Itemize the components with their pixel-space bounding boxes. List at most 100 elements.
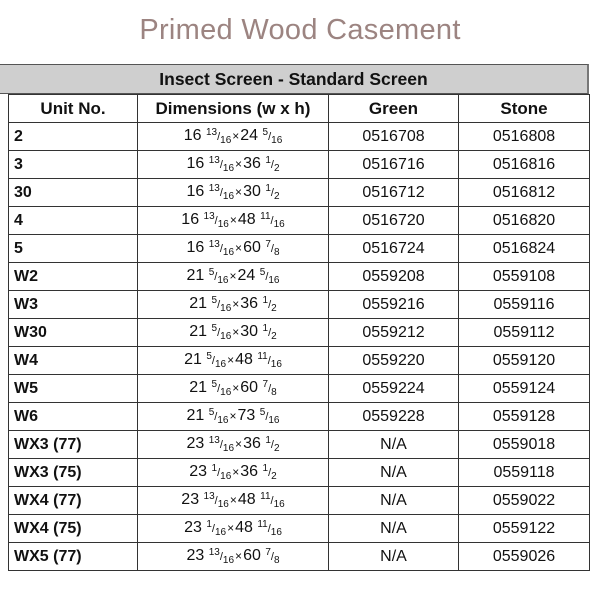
height-fraction: 7/8 — [262, 379, 277, 398]
table-row: W5 21 5/16×60 7/8 0559224 0559124 — [8, 374, 590, 403]
header-dimensions: Dimensions (w x h) — [137, 94, 329, 123]
cell-stone: 0559108 — [458, 262, 590, 291]
cell-dimensions: 16 13/16×24 5/16 — [137, 122, 329, 151]
height-fraction: 7/8 — [265, 239, 280, 258]
cell-unit-no: 2 — [8, 122, 138, 151]
cell-green: 0559212 — [328, 318, 459, 347]
times-sign: × — [232, 465, 240, 479]
cell-dimensions: 21 5/16×24 5/16 — [137, 262, 329, 291]
height-whole: 36 — [240, 463, 259, 480]
cell-dimensions: 23 1/16×36 1/2 — [137, 458, 329, 487]
times-sign: × — [235, 549, 243, 563]
cell-unit-no: W3 — [8, 290, 138, 319]
height-whole: 73 — [237, 407, 256, 424]
cell-stone: 0559026 — [458, 542, 590, 571]
width-whole: 23 — [184, 519, 202, 536]
width-whole: 21 — [189, 323, 208, 340]
cell-dimensions: 16 13/16×48 11/16 — [137, 206, 329, 235]
width-whole: 23 — [186, 435, 205, 452]
cell-green: 0559216 — [328, 290, 459, 319]
table-row: WX4 (75) 23 1/16×48 11/16 N/A 0559122 — [8, 514, 590, 543]
width-fraction: 13/16 — [208, 239, 235, 258]
height-whole: 60 — [240, 379, 259, 396]
cell-green: N/A — [328, 458, 459, 487]
cell-green: N/A — [328, 542, 459, 571]
times-sign: × — [235, 437, 243, 451]
height-whole: 24 — [240, 127, 259, 144]
cell-green: 0516724 — [328, 234, 459, 263]
cell-unit-no: W6 — [8, 402, 138, 431]
cell-dimensions: 16 13/16×60 7/8 — [137, 234, 329, 263]
cell-green: 0516708 — [328, 122, 459, 151]
times-sign: × — [227, 353, 235, 367]
height-whole: 24 — [237, 267, 256, 284]
cell-dimensions: 21 5/16×60 7/8 — [137, 374, 329, 403]
cell-green: 0559228 — [328, 402, 459, 431]
height-fraction: 11/16 — [260, 211, 285, 230]
table-row: W6 21 5/16×73 5/16 0559228 0559128 — [8, 402, 590, 431]
cell-unit-no: WX3 (75) — [8, 458, 138, 487]
cell-stone: 0559018 — [458, 430, 590, 459]
height-fraction: 11/16 — [257, 351, 282, 370]
cell-stone: 0559120 — [458, 346, 590, 375]
height-whole: 36 — [243, 155, 261, 172]
height-fraction: 5/16 — [259, 267, 280, 286]
cell-unit-no: W4 — [8, 346, 138, 375]
height-whole: 36 — [243, 435, 261, 452]
height-whole: 48 — [235, 351, 253, 368]
width-whole: 21 — [186, 407, 205, 424]
table-row: WX4 (77) 23 13/16×48 11/16 N/A 0559022 — [8, 486, 590, 515]
width-fraction: 13/16 — [208, 547, 235, 566]
height-fraction: 1/2 — [262, 463, 277, 482]
header-green: Green — [328, 94, 459, 123]
table-row: 4 16 13/16×48 11/16 0516720 0516820 — [8, 206, 590, 235]
cell-stone: 0516808 — [458, 122, 590, 151]
times-sign: × — [235, 157, 243, 171]
width-fraction: 5/16 — [208, 267, 229, 286]
width-fraction: 5/16 — [211, 379, 232, 398]
width-fraction: 13/16 — [203, 491, 229, 510]
cell-stone: 0559128 — [458, 402, 590, 431]
cell-stone: 0516820 — [458, 206, 590, 235]
width-whole: 16 — [186, 183, 205, 200]
cell-green: N/A — [328, 514, 459, 543]
times-sign: × — [229, 213, 237, 227]
table-row: W3 21 5/16×36 1/2 0559216 0559116 — [8, 290, 590, 319]
cell-dimensions: 23 13/16×36 1/2 — [137, 430, 329, 459]
cell-green: 0516712 — [328, 178, 459, 207]
height-fraction: 1/2 — [262, 295, 277, 314]
height-whole: 60 — [243, 239, 261, 256]
height-fraction: 11/16 — [260, 491, 285, 510]
cell-dimensions: 21 5/16×30 1/2 — [137, 318, 329, 347]
height-whole: 48 — [237, 491, 256, 508]
width-whole: 16 — [181, 211, 200, 228]
page-title: Primed Wood Casement — [139, 14, 461, 46]
width-whole: 21 — [189, 379, 208, 396]
height-whole: 48 — [237, 211, 256, 228]
cell-green: 0559208 — [328, 262, 459, 291]
cell-dimensions: 21 5/16×73 5/16 — [137, 402, 329, 431]
height-fraction: 7/8 — [265, 547, 280, 566]
cell-unit-no: W2 — [8, 262, 138, 291]
height-whole: 30 — [243, 183, 261, 200]
cell-green: N/A — [328, 486, 459, 515]
width-whole: 16 — [186, 239, 205, 256]
table-row: 30 16 13/16×30 1/2 0516712 0516812 — [8, 178, 590, 207]
width-whole: 16 — [183, 127, 202, 144]
header-stone: Stone — [458, 94, 590, 123]
cell-dimensions: 16 13/16×36 1/2 — [137, 150, 329, 179]
cell-unit-no: WX4 (75) — [8, 514, 138, 543]
height-whole: 30 — [240, 323, 259, 340]
header-row: Unit No. Dimensions (w x h) Green Stone — [8, 94, 590, 123]
cell-unit-no: 5 — [8, 234, 138, 263]
width-fraction: 5/16 — [206, 351, 227, 370]
table-row: 2 16 13/16×24 5/16 0516708 0516808 — [8, 122, 590, 151]
times-sign: × — [232, 129, 240, 143]
table-row: WX5 (77) 23 13/16×60 7/8 N/A 0559026 — [8, 542, 590, 571]
width-fraction: 13/16 — [208, 155, 235, 174]
times-sign: × — [227, 521, 235, 535]
table-row: WX3 (77) 23 13/16×36 1/2 N/A 0559018 — [8, 430, 590, 459]
width-whole: 21 — [184, 351, 202, 368]
times-sign: × — [232, 297, 240, 311]
cell-dimensions: 23 13/16×60 7/8 — [137, 542, 329, 571]
